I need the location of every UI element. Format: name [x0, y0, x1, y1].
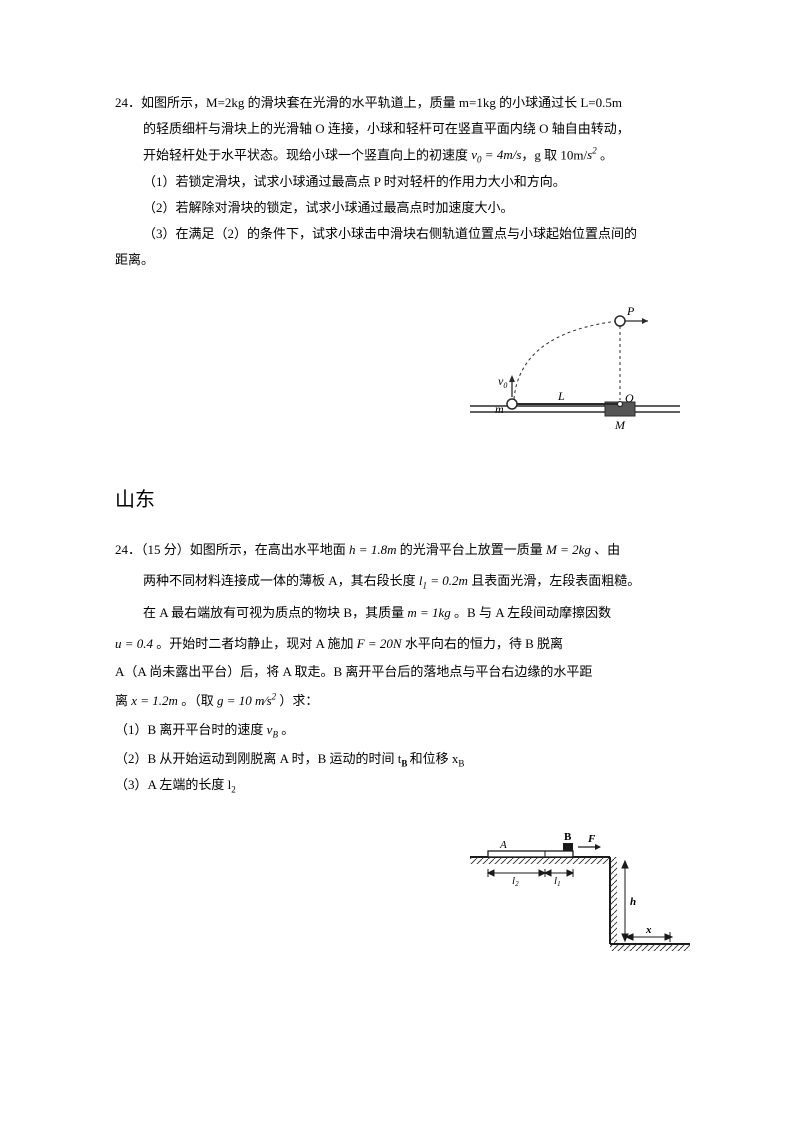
label-v0: v0	[498, 374, 507, 390]
line: 两种不同材料连接成一体的薄板 A，其右段长度 l1 = 0.2m 且表面光滑，左…	[115, 565, 690, 597]
region-title: 山东	[115, 483, 690, 512]
text: 和位移 x	[410, 751, 459, 766]
label-l1: l1	[554, 875, 561, 888]
figure-2-container: A B F l2 l1 h	[115, 829, 690, 969]
label-L: L	[557, 389, 565, 403]
text: 、由	[591, 542, 620, 557]
text: 离	[115, 693, 128, 708]
sub-question-2: （2）若解除对滑块的锁定，试求小球通过最高点时加速度大小。	[115, 195, 690, 221]
line: u = 0.4 。开始时二者均静止，现对 A 施加 F = 20N 水平向右的恒…	[115, 628, 690, 659]
text: 的光滑平台上放置一质量	[400, 542, 543, 557]
text: （3）A 左端的长度 l	[115, 777, 231, 792]
math-expr: F = 20N	[357, 636, 402, 651]
text: ，g 取 10m/	[521, 147, 587, 162]
math-expr: h = 1.8m	[349, 542, 400, 557]
line: 在 A 最右端放有可视为质点的物块 B，其质量 m = 1kg 。B 与 A 左…	[115, 597, 690, 628]
line: 24．（15 分）如图所示，在高出水平地面 h = 1.8m 的光滑平台上放置一…	[115, 536, 690, 565]
math-var: vB	[267, 722, 278, 737]
figure-1-container: P v0 m L O M	[115, 303, 690, 433]
label-h: h	[630, 896, 636, 908]
sub-question-3b: 距离。	[115, 247, 690, 273]
text: （1）B 离开平台时的速度	[115, 722, 263, 737]
line: A（A 尚未露出平台）后，将 A 取走。B 离开平台后的落地点与平台右边缘的水平…	[115, 659, 690, 685]
text: 。	[278, 722, 294, 737]
math-expr: M = 2kg	[546, 542, 591, 557]
subscript: B	[401, 758, 409, 768]
math-expr: l1 = 0.2m	[419, 573, 468, 588]
sub-question-3a: （3）在满足（2）的条件下，试求小球击中滑块右侧轨道位置点与小球起始位置点间的	[115, 221, 690, 247]
math-expr: x = 1.2m	[131, 693, 178, 708]
problem-number: 24．	[115, 95, 141, 110]
text: 。开始时二者均静止，现对 A 施加	[153, 636, 353, 651]
line: 的轻质细杆与滑块上的光滑轴 O 连接，小球和轻杆可在竖直平面内绕 O 轴自由转动…	[115, 116, 690, 142]
math-expr: g = 10 m⁄s2	[217, 693, 279, 708]
text: 。	[597, 147, 613, 162]
math-expr: v0 = 4m/s	[471, 147, 521, 162]
label-O: O	[625, 391, 634, 405]
figure-1-svg: P v0 m L O M	[470, 303, 680, 433]
text: （2）B 从开始运动到刚脱离 A 时，B 运动的时间 t	[115, 751, 401, 766]
problem-text: 24．如图所示，M=2kg 的滑块套在光滑的水平轨道上，质量 m=1kg 的小球…	[115, 90, 690, 116]
label-F: F	[587, 833, 596, 845]
text: 且表面光滑，左段表面粗糙。	[468, 573, 640, 588]
sub-question-1: （1）若锁定滑块，试求小球通过最高点 P 时对轻杆的作用力大小和方向。	[115, 169, 690, 195]
text: 水平向右的恒力，待 B 脱离	[402, 636, 563, 651]
problem-number: 24．	[115, 542, 141, 557]
sub-question-2: （2）B 从开始运动到刚脱离 A 时，B 运动的时间 tB 和位移 xB	[115, 746, 690, 773]
math-expr: u = 0.4	[115, 636, 153, 651]
label-p: P	[626, 304, 635, 318]
sub-question-3: （3）A 左端的长度 l2	[115, 772, 690, 799]
subscript: 2	[231, 785, 236, 795]
text: 在 A 最右端放有可视为质点的物块 B，其质量	[143, 605, 404, 620]
text: 。B 与 A 左段间动摩擦因数	[451, 605, 611, 620]
text: ）求：	[279, 693, 318, 708]
text: 。（取	[178, 693, 214, 708]
label-B: B	[564, 831, 572, 843]
problem-24-first: 24．如图所示，M=2kg 的滑块套在光滑的水平轨道上，质量 m=1kg 的小球…	[115, 90, 690, 273]
subscript: B	[458, 758, 464, 768]
figure-2-svg: A B F l2 l1 h	[470, 829, 690, 969]
label-l2: l2	[512, 875, 519, 888]
text: 两种不同材料连接成一体的薄板 A，其右段长度	[143, 573, 416, 588]
label-M: M	[614, 418, 626, 432]
line: 离 x = 1.2m 。（取 g = 10 m⁄s2 ）求：	[115, 685, 690, 716]
sub-question-1: （1）B 离开平台时的速度 vB 。	[115, 716, 690, 745]
math-expr: s2	[587, 147, 597, 162]
line: 如图所示，M=2kg 的滑块套在光滑的水平轨道上，质量 m=1kg 的小球通过长…	[141, 95, 622, 110]
label-x: x	[645, 924, 652, 936]
math-expr: m = 1kg	[407, 605, 450, 620]
points: （15 分）	[141, 542, 190, 557]
label-A: A	[499, 839, 507, 851]
text: 如图所示，在高出水平地面	[190, 542, 346, 557]
problem-24-shandong: 24．（15 分）如图所示，在高出水平地面 h = 1.8m 的光滑平台上放置一…	[115, 536, 690, 799]
label-m: m	[495, 402, 504, 416]
line: 开始轻杆处于水平状态。现给小球一个竖直向上的初速度 v0 = 4m/s，g 取 …	[115, 142, 690, 169]
text: 开始轻杆处于水平状态。现给小球一个竖直向上的初速度	[143, 147, 468, 162]
